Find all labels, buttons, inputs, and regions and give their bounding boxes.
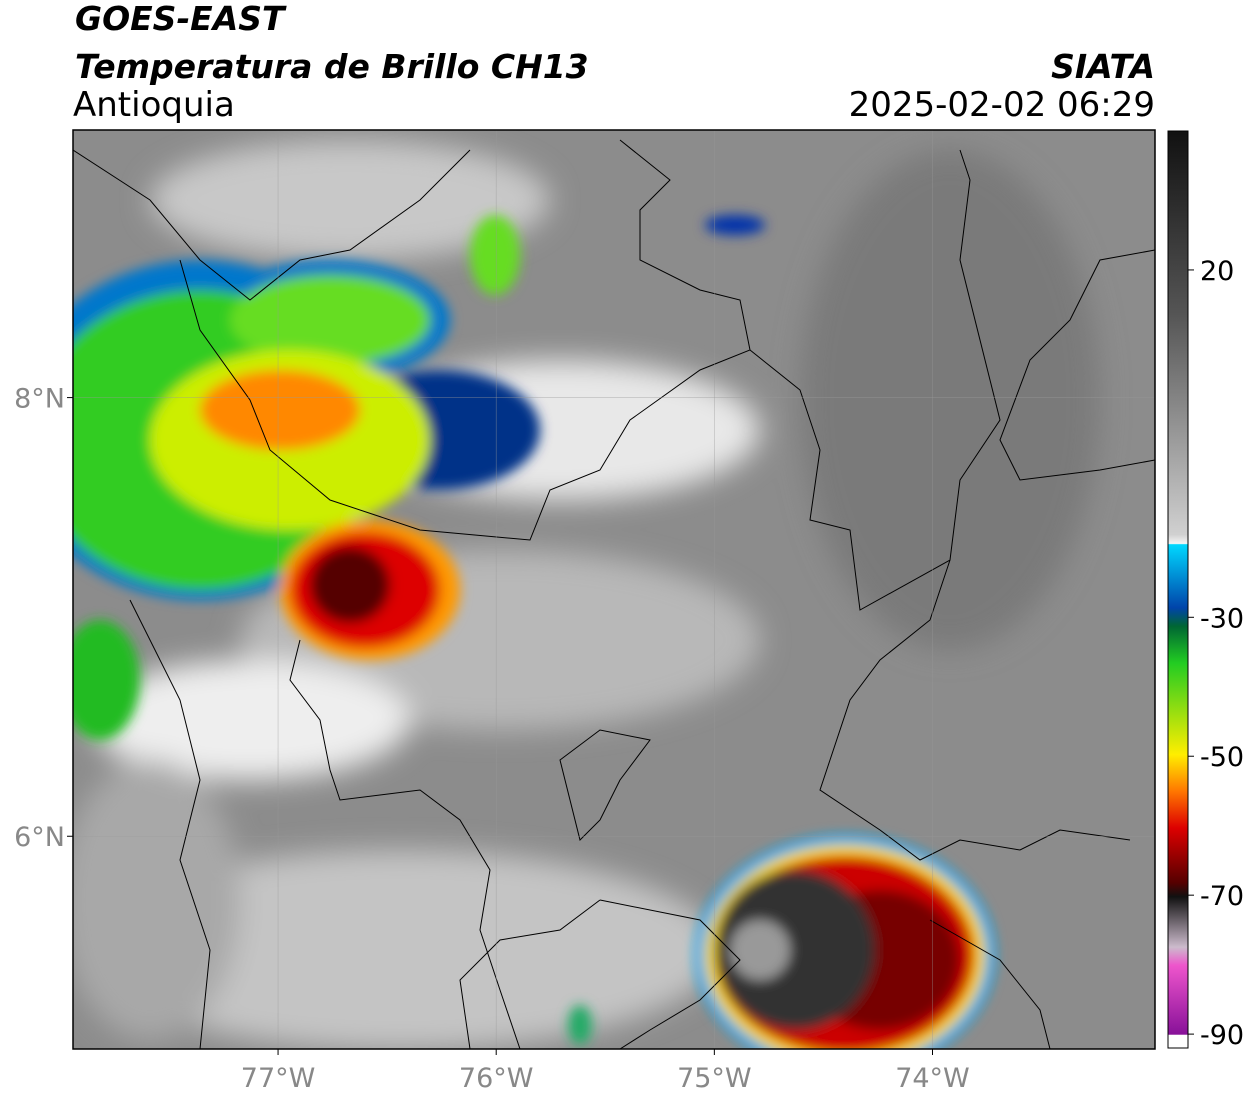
region: Antioquia <box>73 85 235 125</box>
x-tick-label: 76°W <box>459 1063 534 1094</box>
colorbar-tick-label: -90 <box>1200 1020 1244 1051</box>
colorbar-tick-label: 20 <box>1200 256 1234 287</box>
colorbar-tick-label: -30 <box>1200 603 1244 634</box>
subtitle: Temperatura de Brillo CH13 <box>75 47 589 86</box>
colorbar-tick-label: -70 <box>1200 881 1244 912</box>
y-tick-label: 8°N <box>14 384 65 415</box>
satellite-image <box>73 130 1155 1049</box>
x-tick-label: 77°W <box>241 1063 316 1094</box>
title: GOES-EAST <box>75 0 287 38</box>
borders <box>73 139 1155 1049</box>
map-frame <box>72 129 1156 1050</box>
source: SIATA <box>1051 47 1155 86</box>
grid <box>73 130 1155 1049</box>
y-tick-label: 6°N <box>14 822 65 853</box>
datetime: 2025-02-02 06:29 <box>849 85 1155 125</box>
x-tick-label: 74°W <box>895 1063 970 1094</box>
colorbar-tick-label: -50 <box>1200 742 1244 773</box>
colorbar <box>1167 130 1189 1049</box>
x-tick-label: 75°W <box>677 1063 752 1094</box>
